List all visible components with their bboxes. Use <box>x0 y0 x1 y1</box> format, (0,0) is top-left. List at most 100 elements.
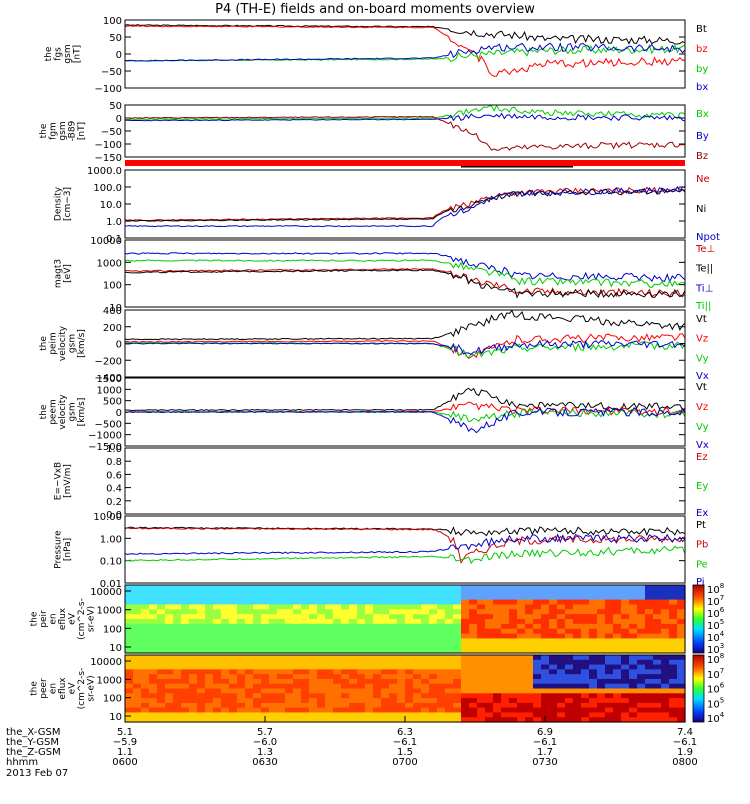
spectrogram-cell <box>613 655 622 661</box>
spectrogram-cell <box>373 619 382 625</box>
spectrogram-cell <box>677 628 686 635</box>
spectrogram-cell <box>205 688 214 694</box>
spectrogram-cell <box>597 623 606 630</box>
spectrogram-cell <box>637 619 646 625</box>
spectrogram-cell <box>205 707 214 714</box>
spectrogram-cell <box>125 589 134 596</box>
spectrogram-cell <box>429 664 438 670</box>
spectrogram-cell <box>213 638 222 644</box>
spectrogram-cell <box>413 698 422 704</box>
spectrogram-cell <box>509 619 518 625</box>
legend-entry: Ez <box>696 452 708 463</box>
spectrogram-cell <box>349 674 358 680</box>
spectrogram-cell <box>589 633 598 640</box>
spectrogram-cell <box>397 594 406 601</box>
spectrogram-cell <box>261 674 270 680</box>
spectrogram-cell <box>317 693 326 699</box>
spectrogram-cell <box>445 648 454 654</box>
spectrogram-cell <box>501 655 510 661</box>
spectrogram-cell <box>133 717 142 723</box>
spectrogram-cell <box>549 609 558 615</box>
spectrogram-cell <box>149 688 158 694</box>
spectrogram-cell <box>285 638 294 644</box>
legend-entry: Vt <box>696 382 707 393</box>
spectrogram-cell <box>621 664 630 670</box>
spectrogram-cell <box>253 623 262 630</box>
spectrogram-cell <box>149 648 158 654</box>
spectrogram-cell <box>181 628 190 635</box>
y-tick-label: 50 <box>109 101 122 112</box>
spectrogram-cell <box>549 655 558 661</box>
spectrogram-cell <box>405 628 414 635</box>
spectrogram-cell <box>173 698 182 704</box>
spectrogram-cell <box>165 628 174 635</box>
spectrogram-cell <box>381 707 390 714</box>
x-axis-row-label: the_Z-GSM <box>6 747 61 758</box>
spectrogram-cell <box>181 707 190 714</box>
spectrogram-cell <box>133 702 142 709</box>
spectrogram-cell <box>445 659 454 666</box>
spectrogram-cell <box>645 648 654 654</box>
spectrogram-cell <box>365 698 374 704</box>
y-tick-label: 0.1 <box>106 234 122 245</box>
spectrogram-cell <box>597 664 606 670</box>
spectrogram-cell <box>637 594 646 601</box>
spectrogram-cell <box>581 707 590 714</box>
spectrogram-cell <box>229 614 238 620</box>
spectrogram-cell <box>397 604 406 610</box>
spectrogram-cell <box>541 599 550 606</box>
spectrogram-cell <box>669 707 678 714</box>
spectrogram-cell <box>453 633 462 640</box>
spectrogram-cell <box>173 599 182 606</box>
spectrogram-cell <box>197 633 206 640</box>
panel-ylabel: the peer en eflux eV (cm^2-s-sr-eV) <box>30 668 97 710</box>
spectrogram-cell <box>277 683 286 690</box>
spectrogram-cell <box>261 698 270 704</box>
spectrogram-cell <box>437 589 446 596</box>
spectrogram-cell <box>397 638 406 644</box>
spectrogram-cell <box>381 619 390 625</box>
spectrogram-cell <box>357 693 366 699</box>
spectrogram-cell <box>221 604 230 610</box>
spectrogram-cell <box>589 609 598 615</box>
spectrogram-cell <box>317 664 326 670</box>
spectrogram-cell <box>525 674 534 680</box>
spectrogram-cell <box>437 664 446 670</box>
spectrogram-cell <box>245 707 254 714</box>
spectrogram-cell <box>229 628 238 635</box>
spectrogram-cell <box>605 712 614 718</box>
spectrogram-cell <box>461 599 470 606</box>
spectrogram-cell <box>341 669 350 675</box>
spectrogram-cell <box>525 628 534 635</box>
spectrogram-cell <box>557 655 566 661</box>
spectrogram-cell <box>261 664 270 670</box>
spectrogram-cell <box>589 688 598 694</box>
spectrogram-cell <box>501 707 510 714</box>
spectrogram-cell <box>141 633 150 640</box>
spectrogram-cell <box>541 698 550 704</box>
panel-frame <box>124 19 686 89</box>
spectrogram-cell <box>637 623 646 630</box>
spectrogram-cell <box>309 585 318 591</box>
spectrogram-cell <box>653 674 662 680</box>
spectrogram-cell <box>509 702 518 709</box>
spectrogram-cell <box>669 628 678 635</box>
spectrogram-cell <box>509 614 518 620</box>
spectrogram-cell <box>477 604 486 610</box>
spectrogram-cell <box>141 609 150 615</box>
spectrogram-cell <box>645 674 654 680</box>
spectrogram-cell <box>533 655 542 661</box>
spectrogram-cell <box>669 698 678 704</box>
spectrogram-cell <box>277 693 286 699</box>
y-tick-label: −100 <box>95 140 122 151</box>
spectrogram-cell <box>437 609 446 615</box>
spectrogram-cell <box>429 688 438 694</box>
spectrogram-cell <box>269 614 278 620</box>
spectrogram-cell <box>349 604 358 610</box>
spectrogram-cell <box>237 628 246 635</box>
spectrogram-cell <box>453 619 462 625</box>
spectrogram-cell <box>125 619 134 625</box>
spectrogram-cell <box>413 659 422 666</box>
spectrogram-cell <box>333 712 342 718</box>
spectrogram-cell <box>669 702 678 709</box>
